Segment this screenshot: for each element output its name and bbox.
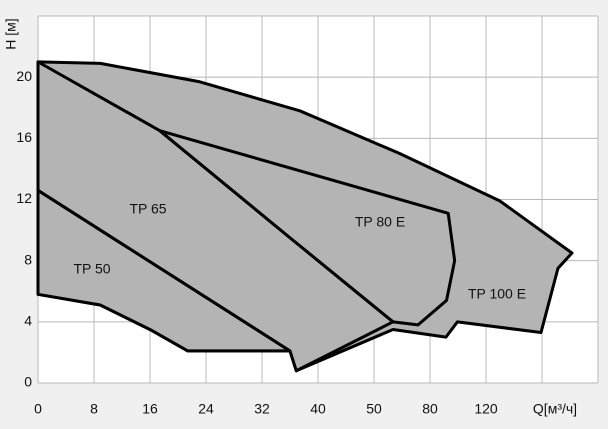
y-tick-label: 16 xyxy=(16,129,32,145)
x-tick-label: 16 xyxy=(142,401,158,417)
x-tick-label: 80 xyxy=(422,401,438,417)
x-tick-label: 8 xyxy=(90,401,98,417)
x-tick-label: 32 xyxy=(254,401,270,417)
x-axis-title: Q[м³/ч] xyxy=(533,401,577,417)
x-tick-label: 24 xyxy=(198,401,214,417)
x-tick-label: 50 xyxy=(366,401,382,417)
y-tick-label: 20 xyxy=(16,68,32,84)
y-tick-label: 4 xyxy=(24,313,32,329)
series-label: TP 50 xyxy=(73,261,110,277)
y-tick-label: 12 xyxy=(16,190,32,206)
x-tick-label: 40 xyxy=(310,401,326,417)
x-tick-label: 120 xyxy=(474,401,498,417)
y-tick-label: 0 xyxy=(24,374,32,390)
series-label: TP 65 xyxy=(129,201,166,217)
series-label: TP 80 E xyxy=(355,214,405,230)
y-axis-title: H [м] xyxy=(3,18,19,49)
y-tick-label: 8 xyxy=(24,251,32,267)
x-tick-label: 0 xyxy=(34,401,42,417)
pump-range xyxy=(158,129,457,327)
series-label: TP 100 E xyxy=(468,286,526,302)
